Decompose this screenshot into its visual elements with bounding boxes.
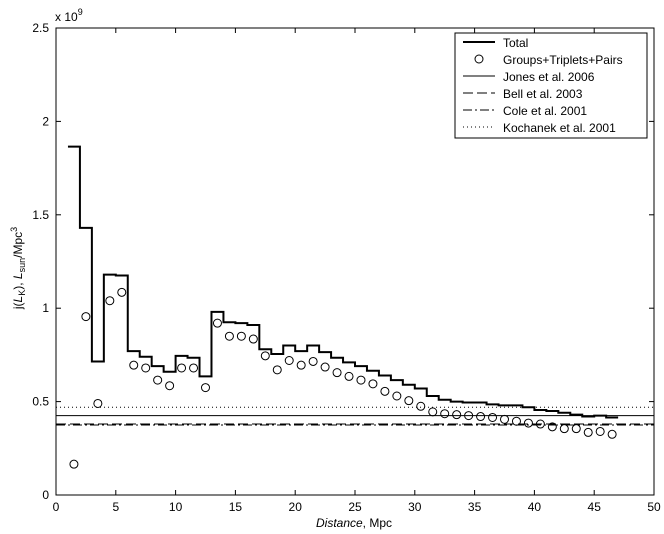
- data-point-marker: [81, 312, 91, 322]
- data-point-marker: [595, 426, 605, 436]
- data-point-marker: [201, 383, 210, 393]
- x-tick-label: 5: [112, 500, 119, 514]
- data-point-marker: [212, 318, 222, 328]
- data-point-marker: [535, 419, 545, 429]
- legend-label-total: Total: [503, 36, 528, 50]
- x-tick-label: 45: [588, 500, 602, 514]
- data-point-marker: [476, 412, 486, 422]
- legend-label-bell: Bell et al. 2003: [503, 87, 583, 101]
- legend-label-jones: Jones et al. 2006: [503, 70, 595, 84]
- data-point-marker: [547, 422, 557, 432]
- x-tick-label: 35: [468, 500, 482, 514]
- data-point-marker: [165, 381, 175, 391]
- data-point-marker: [607, 429, 617, 439]
- data-point-marker: [344, 371, 354, 381]
- x-tick-label: 40: [528, 500, 542, 514]
- legend-label-kochanek: Kochanek et al. 2001: [503, 121, 616, 135]
- data-point-marker: [296, 360, 306, 370]
- data-point-marker: [320, 362, 330, 372]
- data-point-marker: [177, 363, 187, 373]
- y-tick-label: 1.5: [32, 208, 49, 222]
- data-point-marker: [500, 414, 509, 424]
- data-point-marker: [488, 412, 498, 422]
- y-multiplier: x 109: [55, 7, 83, 24]
- x-tick-label: 20: [289, 500, 303, 514]
- plot-content: [56, 145, 654, 469]
- y-tick-label: 1: [42, 301, 49, 315]
- data-point-marker: [392, 391, 402, 401]
- data-point-marker: [511, 416, 521, 426]
- y-tick-label: 2: [42, 114, 49, 128]
- legend: Total Groups+Triplets+Pairs Jones et al.…: [454, 32, 648, 139]
- data-point-marker: [284, 356, 294, 366]
- data-point-marker: [428, 407, 438, 417]
- data-point-marker: [189, 363, 199, 373]
- x-axis-label: Distance, Mpc: [316, 516, 392, 530]
- x-tick-label: 25: [348, 500, 362, 514]
- legend-entry-total: Total: [463, 36, 528, 50]
- legend-entry-cole: Cole et al. 2001: [463, 104, 587, 118]
- data-point-marker: [452, 410, 462, 420]
- data-point-marker: [141, 363, 151, 373]
- data-point-marker: [440, 409, 450, 419]
- legend-label-groups: Groups+Triplets+Pairs: [503, 53, 623, 67]
- data-point-marker: [571, 424, 581, 434]
- x-tick-label: 30: [408, 500, 422, 514]
- axis-ticks: 0 5 10 15 20 25 30 35 40 45 50 0 0.5 1 1.5 2 2.5: [32, 21, 661, 514]
- data-point-marker: [523, 418, 533, 428]
- data-point-marker: [332, 368, 342, 378]
- data-point-marker: [404, 396, 414, 406]
- data-point-marker: [117, 287, 127, 297]
- legend-label-cole: Cole et al. 2001: [503, 104, 587, 118]
- legend-swatch-groups: [474, 54, 484, 64]
- data-point-marker: [236, 331, 246, 341]
- data-point-marker: [224, 331, 234, 341]
- y-tick-label: 0: [42, 488, 49, 502]
- legend-entry-groups: Groups+Triplets+Pairs: [474, 53, 623, 67]
- data-point-marker: [416, 401, 426, 411]
- data-point-marker: [129, 360, 139, 370]
- y-axis-label: j(LK), Lsun/Mpc3: [9, 227, 27, 310]
- legend-entry-jones: Jones et al. 2006: [463, 70, 595, 84]
- data-point-marker: [356, 375, 366, 385]
- data-point-marker: [272, 365, 282, 375]
- x-tick-label: 50: [647, 500, 661, 514]
- data-point-marker: [248, 334, 258, 344]
- data-point-marker: [69, 459, 79, 469]
- data-point-marker: [105, 296, 115, 306]
- data-point-marker: [559, 424, 569, 434]
- data-point-marker: [308, 356, 318, 366]
- legend-entry-bell: Bell et al. 2003: [463, 87, 583, 101]
- y-tick-label: 2.5: [32, 21, 49, 35]
- data-point-marker: [368, 379, 378, 389]
- data-point-marker: [380, 386, 390, 396]
- data-point-marker: [260, 351, 270, 361]
- legend-entry-kochanek: Kochanek et al. 2001: [463, 121, 616, 135]
- total-step-line: [67, 145, 619, 419]
- y-tick-label: 0.5: [32, 395, 49, 409]
- data-point-marker: [93, 398, 103, 408]
- x-tick-label: 0: [53, 500, 60, 514]
- data-point-marker: [464, 411, 474, 421]
- x-tick-label: 10: [169, 500, 183, 514]
- legend-box: [454, 32, 648, 139]
- data-point-marker: [153, 375, 163, 385]
- x-tick-label: 15: [229, 500, 243, 514]
- data-point-marker: [583, 427, 593, 437]
